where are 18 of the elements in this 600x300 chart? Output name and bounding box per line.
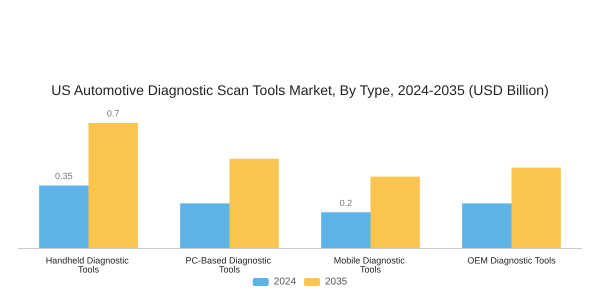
x-tick-label: Handheld Diagnostic Tools [46, 256, 132, 274]
bar [370, 176, 420, 248]
bar [512, 168, 561, 248]
data-label: 0.7 [106, 108, 120, 118]
chart-title: US Automotive Diagnostic Scan Tools Market, By Type, 2024-2035 (USD Billion) [51, 82, 549, 98]
data-label: 0.2 [340, 198, 352, 208]
bar [462, 203, 512, 248]
bar [230, 158, 279, 248]
data-label: 0.35 [55, 171, 73, 181]
bar [39, 186, 88, 248]
legend-label: 2035 [325, 276, 348, 288]
x-tick-label: Mobile Diagnostic Tools [334, 256, 408, 274]
x-tick-label: OEM Diagnostic Tools [467, 256, 556, 266]
bar [321, 212, 370, 248]
bar [180, 203, 230, 248]
bar [88, 123, 138, 248]
legend-label: 2024 [274, 276, 296, 288]
x-tick-label: PC-Based Diagnostic Tools [185, 256, 274, 274]
